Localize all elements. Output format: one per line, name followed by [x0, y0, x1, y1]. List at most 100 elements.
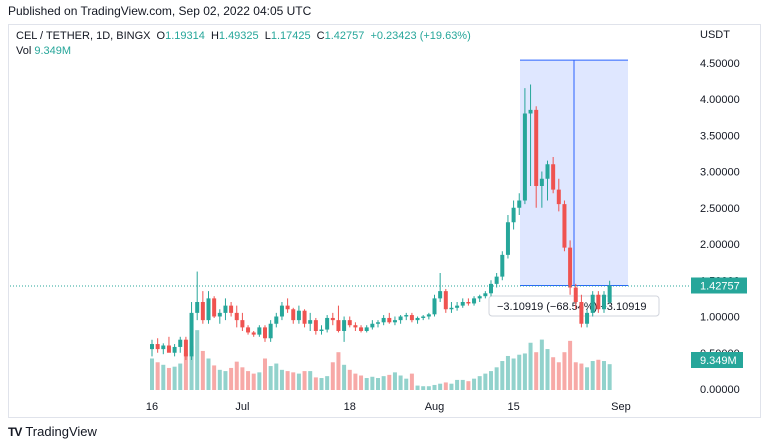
price-tick-label: 1.00000 — [700, 312, 740, 324]
candle-body — [477, 296, 482, 299]
candle-body — [596, 294, 601, 310]
candle-body — [302, 310, 307, 324]
volume-bar — [545, 349, 550, 390]
legend-open-label: O — [156, 30, 166, 42]
volume-bar — [472, 378, 477, 390]
volume-bar — [522, 353, 527, 390]
volume-bar — [359, 375, 364, 390]
chart-frame — [8, 24, 761, 418]
currency-label: USDT — [700, 29, 730, 41]
volume-bar — [257, 372, 262, 390]
volume-bar — [376, 378, 380, 390]
date-tick-label: Aug — [425, 401, 445, 413]
volume-bar — [178, 363, 183, 390]
volume-label: Vol — [16, 45, 32, 57]
legend-high-label: H — [210, 30, 219, 42]
candle-body — [460, 302, 465, 306]
volume-bar — [556, 362, 561, 390]
measure-tool[interactable]: −3.10919 (−68.54%) −3.10919 — [488, 59, 660, 317]
candle-body — [494, 276, 499, 284]
volume-bar — [404, 378, 409, 390]
candle-body — [206, 298, 211, 321]
candle-body — [189, 312, 194, 357]
legend-low-label: L — [264, 30, 271, 42]
candle-body — [500, 254, 505, 277]
candle-body — [166, 345, 171, 353]
volume-bar — [291, 372, 296, 390]
volume-bar — [539, 339, 544, 390]
candle-body — [285, 305, 290, 310]
candle-body — [409, 315, 414, 321]
candle-body — [511, 207, 516, 223]
candle-body — [183, 339, 188, 357]
candle-body — [178, 339, 183, 347]
volume-bar — [206, 358, 211, 390]
published-caption: Published on TradingView.com, Sep 02, 20… — [8, 4, 312, 18]
volume-bar — [212, 365, 217, 390]
volume-bar — [585, 367, 590, 390]
volume-bar — [438, 383, 443, 390]
candle-body — [172, 346, 177, 353]
volume-bar — [602, 361, 606, 390]
volume-bar — [246, 371, 251, 390]
candle-body — [392, 320, 397, 323]
candle-body — [539, 178, 544, 186]
candle-body — [257, 327, 262, 335]
volume-bar — [387, 374, 392, 390]
volume-bar — [370, 376, 375, 390]
date-tick-label: Sep — [611, 401, 631, 413]
footer-brand: TradingView — [25, 424, 97, 439]
candle-body — [466, 302, 471, 304]
candle-body — [573, 287, 578, 302]
volume-bar — [511, 358, 516, 390]
candle-body — [274, 316, 279, 324]
legend-symbol: CEL / TETHER, 1D, BINGX — [16, 30, 151, 42]
candle-body — [483, 293, 488, 297]
volume-badge-label: 9.349M — [700, 355, 737, 367]
volume-bar — [392, 372, 397, 390]
volume-bar — [579, 363, 584, 390]
volume-bar — [274, 363, 279, 390]
volume-bar — [528, 342, 533, 390]
candle-body — [505, 222, 510, 255]
candle-body — [404, 315, 409, 317]
candle-body — [296, 310, 301, 321]
chart-legend: CEL / TETHER, 1D, BINGX O1.19314 H1.4932… — [16, 30, 474, 42]
price-tick-label: 4.50000 — [700, 58, 740, 70]
volume-bar — [195, 330, 200, 390]
volume-bar — [426, 386, 431, 390]
candle-body — [568, 247, 573, 288]
volume-bar — [263, 358, 267, 390]
candle-body — [387, 317, 392, 323]
volume-bar — [313, 377, 318, 390]
candle-body — [150, 344, 154, 350]
footer: TV TradingView — [8, 424, 97, 439]
candle-body — [263, 327, 267, 339]
volume-bar — [443, 382, 448, 390]
candle-body — [155, 344, 160, 350]
volume-bar — [500, 361, 505, 390]
volume-bar — [330, 362, 335, 390]
candle-body — [370, 323, 375, 328]
candle-body — [325, 317, 330, 330]
volume-bar — [505, 355, 510, 390]
volume-bar — [517, 354, 522, 390]
price-axis: 4.50000 4.00000 3.50000 3.00000 2.50000 2.000… — [691, 29, 747, 396]
candle-body — [364, 327, 369, 331]
volume-badge — [691, 352, 743, 368]
volume-bar — [325, 376, 330, 390]
volume-bar — [483, 373, 488, 390]
volume-bar — [421, 386, 426, 390]
measure-label: −3.10919 (−68.54%) −3.10919 — [497, 301, 647, 313]
volume-bar — [534, 352, 539, 390]
volume-bar — [562, 352, 567, 390]
candle-body — [528, 109, 533, 114]
volume-bar — [161, 364, 166, 390]
candle-body — [438, 291, 443, 299]
candle-body — [240, 320, 245, 328]
volume-bar — [251, 373, 256, 390]
candle-body — [517, 200, 522, 208]
date-axis: 16 Jul 18 Aug 15 Sep — [146, 401, 631, 413]
candle-layer — [150, 84, 612, 360]
